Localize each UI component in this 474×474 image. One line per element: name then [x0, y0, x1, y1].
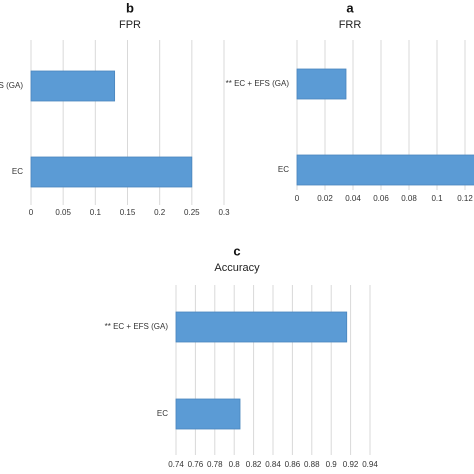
bar	[175, 311, 348, 343]
x-tick-label: 0.88	[304, 460, 320, 469]
panel-label: b	[126, 0, 134, 15]
y-tick-label: ** EC + EFS (GA)	[0, 81, 23, 90]
x-tick-label: 0.3	[218, 208, 230, 217]
x-tick-label: 0.92	[343, 460, 359, 469]
y-tick-label: EC	[12, 167, 23, 176]
x-tick-label: 0.82	[246, 460, 262, 469]
x-tick-label: 0.1	[431, 194, 443, 203]
x-tick-label: 0	[295, 194, 300, 203]
x-tick-label: 0.12	[457, 194, 473, 203]
x-tick-label: 0.9	[326, 460, 338, 469]
x-tick-label: 0.76	[188, 460, 204, 469]
bar	[296, 68, 347, 100]
x-tick-label: 0.02	[317, 194, 333, 203]
x-tick-label: 0.04	[345, 194, 361, 203]
x-tick-label: 0.05	[55, 208, 71, 217]
bar	[30, 156, 193, 188]
x-tick-label: 0.15	[120, 208, 136, 217]
chart-title: FRR	[339, 19, 362, 31]
x-tick-label: 0.8	[229, 460, 241, 469]
x-tick-label: 0.86	[285, 460, 301, 469]
bar	[175, 398, 241, 430]
x-tick-label: 0	[29, 208, 34, 217]
x-tick-label: 0.1	[90, 208, 102, 217]
panel-label: a	[346, 0, 354, 15]
y-tick-label: EC	[278, 165, 289, 174]
x-tick-label: 0.94	[362, 460, 378, 469]
bar	[296, 154, 474, 186]
y-tick-label: ** EC + EFS (GA)	[105, 322, 169, 331]
x-tick-label: 0.06	[373, 194, 389, 203]
x-tick-label: 0.25	[184, 208, 200, 217]
y-tick-label: EC	[157, 409, 168, 418]
y-tick-label: ** EC + EFS (GA)	[226, 79, 290, 88]
x-tick-label: 0.08	[401, 194, 417, 203]
bar	[30, 70, 116, 102]
x-tick-label: 0.2	[154, 208, 166, 217]
chart-title: Accuracy	[214, 262, 260, 274]
panel-label: c	[233, 243, 240, 258]
x-tick-label: 0.74	[168, 460, 184, 469]
chart-title: FPR	[119, 19, 141, 31]
x-tick-label: 0.78	[207, 460, 223, 469]
x-tick-label: 0.84	[265, 460, 281, 469]
